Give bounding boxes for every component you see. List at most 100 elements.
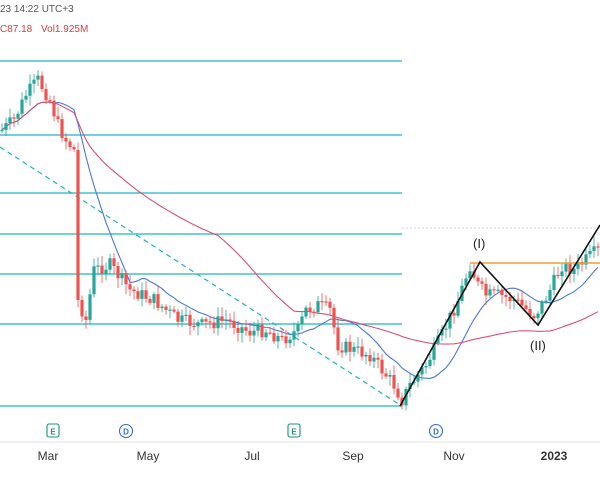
candle-body bbox=[192, 325, 196, 327]
candle-body bbox=[36, 75, 40, 80]
candle-body bbox=[336, 327, 340, 351]
candle-body bbox=[272, 332, 276, 342]
elliott-waves: (I) (II) bbox=[399, 224, 600, 407]
candle-body bbox=[556, 274, 560, 277]
candle-body bbox=[516, 299, 520, 301]
candle-body bbox=[56, 116, 60, 120]
dividend-badge: D bbox=[118, 423, 134, 439]
candle-body bbox=[512, 299, 516, 302]
candle-body bbox=[384, 373, 388, 377]
candle-body bbox=[212, 322, 216, 329]
moving-averages bbox=[1, 101, 599, 379]
candle-body bbox=[468, 271, 472, 279]
badge-symbol: E bbox=[50, 428, 56, 437]
candle-body bbox=[72, 147, 76, 150]
candle-body bbox=[288, 339, 292, 344]
candle-body bbox=[408, 382, 412, 389]
candle-body bbox=[472, 271, 476, 278]
candle-body bbox=[168, 309, 172, 311]
candle-body bbox=[188, 314, 192, 326]
badge-symbol: E bbox=[291, 428, 297, 437]
header-volume: Vol1.925M bbox=[41, 24, 89, 35]
candle-body bbox=[4, 123, 8, 130]
candle-body bbox=[152, 294, 156, 303]
candle-body bbox=[596, 246, 600, 248]
candle-body bbox=[328, 301, 332, 308]
badge-symbol: D bbox=[123, 428, 129, 437]
candle-body bbox=[380, 359, 384, 374]
header-timestamp: 23 14:22 UTC+3 bbox=[0, 4, 74, 15]
candle-body bbox=[88, 294, 92, 320]
earnings-badge: E bbox=[46, 423, 60, 438]
candle-body bbox=[24, 95, 28, 100]
candle-body bbox=[372, 357, 376, 362]
candle-body bbox=[576, 262, 580, 269]
candle-body bbox=[320, 301, 324, 303]
candle-body bbox=[340, 350, 344, 353]
candle-body bbox=[444, 328, 448, 330]
header-close: C87.18 bbox=[0, 24, 33, 35]
candle-body bbox=[284, 336, 288, 344]
candle-body bbox=[176, 311, 180, 322]
candle-body bbox=[416, 374, 420, 382]
candle-body bbox=[108, 258, 112, 270]
candle-body bbox=[132, 289, 136, 292]
sma-slow-line bbox=[1, 101, 599, 345]
candle-body bbox=[112, 258, 116, 266]
badge-shape bbox=[428, 423, 444, 439]
candle-body bbox=[428, 359, 432, 366]
candle-body bbox=[148, 298, 152, 303]
candle-body bbox=[300, 316, 304, 325]
candle-body bbox=[8, 117, 12, 123]
candle-body bbox=[456, 301, 460, 316]
x-tick-label: Jul bbox=[244, 449, 259, 463]
candle-body bbox=[424, 366, 428, 368]
candle-body bbox=[352, 346, 356, 352]
candle-body bbox=[76, 150, 80, 300]
candle-body bbox=[588, 250, 592, 255]
dividend-badge: D bbox=[428, 423, 444, 439]
candle-body bbox=[100, 265, 104, 274]
sma-fast-line bbox=[1, 101, 599, 379]
candle-body bbox=[420, 367, 424, 375]
candle-body bbox=[48, 100, 52, 102]
candle-body bbox=[60, 119, 64, 138]
x-tick-label: Sep bbox=[342, 449, 364, 463]
candle-body bbox=[572, 268, 576, 274]
candle-body bbox=[204, 319, 208, 322]
candle-body bbox=[452, 312, 456, 316]
badge-symbol: D bbox=[433, 428, 439, 437]
candle-body bbox=[252, 330, 256, 336]
candle-body bbox=[32, 79, 36, 84]
candle-body bbox=[124, 273, 128, 285]
candle-body bbox=[160, 306, 164, 308]
candle-body bbox=[360, 346, 364, 357]
candle-body bbox=[84, 316, 88, 320]
candle-body bbox=[44, 89, 48, 101]
candle-body bbox=[116, 266, 120, 279]
earnings-badge: E bbox=[287, 423, 301, 438]
candle-body bbox=[508, 296, 512, 302]
x-tick-label: Nov bbox=[443, 449, 464, 463]
candle-body bbox=[568, 262, 572, 274]
candle-body bbox=[228, 319, 232, 321]
candle-body bbox=[404, 388, 408, 406]
candle-body bbox=[224, 319, 228, 321]
badge-shape bbox=[118, 423, 134, 439]
candle-body bbox=[264, 332, 268, 338]
candle-body bbox=[520, 299, 524, 306]
candle-body bbox=[296, 324, 300, 332]
candle-body bbox=[552, 274, 556, 290]
candle-body bbox=[536, 313, 540, 319]
candle-body bbox=[268, 332, 272, 334]
candle-body bbox=[200, 319, 204, 323]
candle-body bbox=[156, 294, 160, 308]
candle-body bbox=[480, 281, 484, 284]
candle-body bbox=[276, 335, 280, 342]
candle-body bbox=[96, 265, 100, 267]
candle-body bbox=[316, 301, 320, 313]
candle-body bbox=[128, 284, 132, 290]
candle-body bbox=[28, 83, 32, 96]
